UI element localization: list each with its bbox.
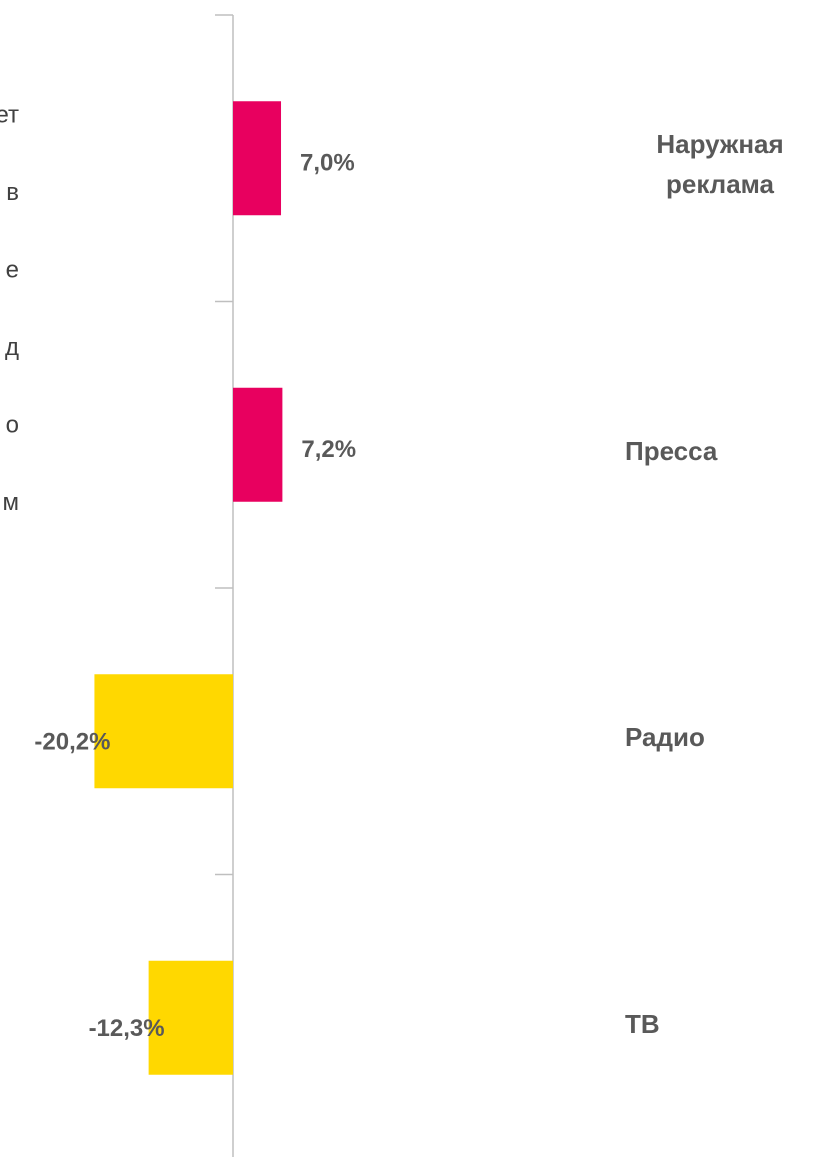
data-label: 7,2% [301, 436, 356, 463]
text-fragment: д [5, 334, 19, 361]
category-label: Радио [625, 722, 705, 753]
category-label: Пресса [625, 435, 718, 466]
data-label: -12,3% [89, 1015, 165, 1042]
data-label: -20,2% [34, 729, 110, 756]
bar [148, 960, 233, 1075]
text-fragment: е [6, 256, 19, 283]
text-fragment: в [6, 179, 19, 206]
bar [94, 674, 233, 789]
text-fragment: ет [0, 101, 19, 128]
data-label: 7,0% [300, 150, 355, 177]
category-label: Наружная реклама [656, 129, 784, 200]
bar [233, 387, 283, 502]
bar [233, 101, 282, 216]
text-fragment: м [3, 489, 20, 516]
category-label: ТВ [625, 1008, 660, 1039]
text-fragment: о [6, 411, 19, 438]
